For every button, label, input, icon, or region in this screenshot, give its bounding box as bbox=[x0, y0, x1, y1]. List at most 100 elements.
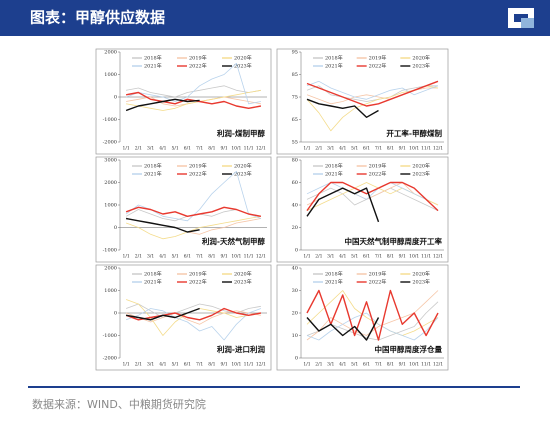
x-tick-label: 6/1 bbox=[363, 254, 370, 260]
x-tick-label: 5/1 bbox=[351, 146, 358, 152]
legend-label: 2019年 bbox=[189, 55, 207, 62]
y-tick-label: 75 bbox=[292, 95, 298, 101]
legend-label: 2022年 bbox=[189, 63, 207, 70]
series-line bbox=[306, 187, 380, 223]
legend-label: 2019年 bbox=[369, 163, 387, 170]
x-tick-label: 12/1 bbox=[256, 362, 266, 368]
x-tick-label: 9/1 bbox=[399, 146, 406, 152]
x-tick-label: 5/1 bbox=[172, 146, 179, 152]
x-tick-label: 2/1 bbox=[135, 254, 142, 260]
series-line bbox=[125, 307, 262, 321]
series-line bbox=[125, 217, 200, 233]
logo bbox=[508, 8, 534, 28]
x-tick-label: 7/1 bbox=[196, 254, 203, 260]
x-tick-label: 8/1 bbox=[387, 254, 394, 260]
legend-label: 2019年 bbox=[369, 55, 387, 62]
x-tick-label: 1/1 bbox=[303, 362, 310, 368]
chart-annotation: 开工率-甲醇煤制 bbox=[386, 128, 442, 138]
y-tick-label: 0 bbox=[114, 225, 117, 231]
series-line bbox=[306, 98, 379, 118]
legend-label: 2022年 bbox=[369, 279, 387, 286]
x-tick-label: 3/1 bbox=[147, 362, 154, 368]
x-tick-label: 3/1 bbox=[147, 254, 154, 260]
chart-annotation: 中国甲醇周度浮仓量 bbox=[375, 344, 443, 354]
y-tick-label: 0 bbox=[295, 356, 298, 362]
legend-label: 2021年 bbox=[144, 279, 162, 286]
x-tick-label: 3/1 bbox=[147, 146, 154, 152]
x-tick-label: 7/1 bbox=[196, 362, 203, 368]
x-tick-label: 9/1 bbox=[221, 362, 228, 368]
y-tick-label: 0 bbox=[114, 95, 117, 101]
y-tick-label: 40 bbox=[292, 203, 298, 209]
x-tick-label: 3/1 bbox=[327, 146, 334, 152]
x-tick-label: 4/1 bbox=[339, 362, 346, 368]
legend-label: 2021年 bbox=[325, 171, 343, 178]
legend-label: 2020年 bbox=[412, 163, 430, 170]
y-tick-label: 55 bbox=[292, 140, 298, 146]
x-tick-label: 7/1 bbox=[375, 146, 382, 152]
y-tick-label: 85 bbox=[292, 72, 298, 78]
series-line bbox=[125, 308, 262, 341]
x-tick-label: 8/1 bbox=[208, 146, 215, 152]
x-tick-label: 9/1 bbox=[221, 146, 228, 152]
series-line bbox=[125, 310, 261, 325]
legend-label: 2021年 bbox=[325, 279, 343, 286]
y-tick-label: 20 bbox=[292, 225, 298, 231]
y-tick-label: -1000 bbox=[103, 333, 117, 339]
x-tick-label: 4/1 bbox=[159, 146, 166, 152]
y-tick-label: 80 bbox=[292, 158, 298, 164]
y-tick-label: -1000 bbox=[103, 248, 117, 254]
x-tick-label: 5/1 bbox=[351, 254, 358, 260]
y-tick-label: 2000 bbox=[104, 180, 117, 186]
chart-annotation: 利润-煤制甲醇 bbox=[216, 128, 266, 138]
x-tick-label: 9/1 bbox=[221, 254, 228, 260]
x-tick-label: 1/1 bbox=[303, 146, 310, 152]
y-tick-label: 3000 bbox=[104, 158, 117, 164]
x-tick-label: 11/1 bbox=[421, 146, 431, 152]
legend-label: 2021年 bbox=[144, 171, 162, 178]
x-tick-label: 10/1 bbox=[231, 362, 241, 368]
series-line bbox=[125, 206, 262, 217]
x-tick-label: 12/1 bbox=[256, 146, 266, 152]
series-line bbox=[306, 80, 439, 107]
y-tick-label: 0 bbox=[295, 248, 298, 254]
legend-label: 2023年 bbox=[412, 279, 430, 286]
legend-label: 2022年 bbox=[189, 279, 207, 286]
x-tick-label: 8/1 bbox=[387, 362, 394, 368]
x-tick-label: 11/1 bbox=[421, 254, 431, 260]
y-tick-label: 1000 bbox=[104, 203, 117, 209]
x-tick-label: 2/1 bbox=[315, 362, 322, 368]
legend-label: 2020年 bbox=[412, 271, 430, 278]
x-tick-label: 11/1 bbox=[244, 146, 254, 152]
x-tick-label: 11/1 bbox=[421, 362, 431, 368]
series-line bbox=[306, 85, 438, 102]
legend-label: 2020年 bbox=[234, 163, 252, 170]
x-tick-label: 1/1 bbox=[123, 362, 130, 368]
y-tick-label: -2000 bbox=[103, 356, 117, 362]
x-tick-label: 6/1 bbox=[184, 254, 191, 260]
x-tick-label: 5/1 bbox=[172, 254, 179, 260]
chart-annotation: 利润-天然气制甲醇 bbox=[201, 236, 266, 246]
x-tick-label: 6/1 bbox=[363, 362, 370, 368]
legend-label: 2023年 bbox=[412, 171, 430, 178]
legend-label: 2019年 bbox=[189, 163, 207, 170]
legend-label: 2018年 bbox=[144, 271, 162, 278]
legend-label: 2022年 bbox=[369, 171, 387, 178]
y-tick-label: 10 bbox=[292, 333, 298, 339]
legend-label: 2022年 bbox=[369, 63, 387, 70]
legend-label: 2022年 bbox=[189, 171, 207, 178]
x-tick-label: 8/1 bbox=[208, 362, 215, 368]
legend-label: 2018年 bbox=[325, 163, 343, 170]
x-tick-label: 8/1 bbox=[208, 254, 215, 260]
legend-label: 2023年 bbox=[234, 279, 252, 286]
x-tick-label: 2/1 bbox=[135, 362, 142, 368]
x-tick-label: 4/1 bbox=[159, 254, 166, 260]
legend-label: 2020年 bbox=[412, 55, 430, 62]
legend-label: 2018年 bbox=[325, 55, 343, 62]
x-tick-label: 8/1 bbox=[387, 146, 394, 152]
series-line bbox=[125, 62, 261, 105]
chart-annotation: 中国天然气制甲醇周度开工率 bbox=[345, 236, 443, 246]
header-title: 图表：甲醇供应数据 bbox=[30, 9, 165, 27]
x-tick-label: 12/1 bbox=[256, 254, 266, 260]
x-tick-label: 2/1 bbox=[135, 146, 142, 152]
